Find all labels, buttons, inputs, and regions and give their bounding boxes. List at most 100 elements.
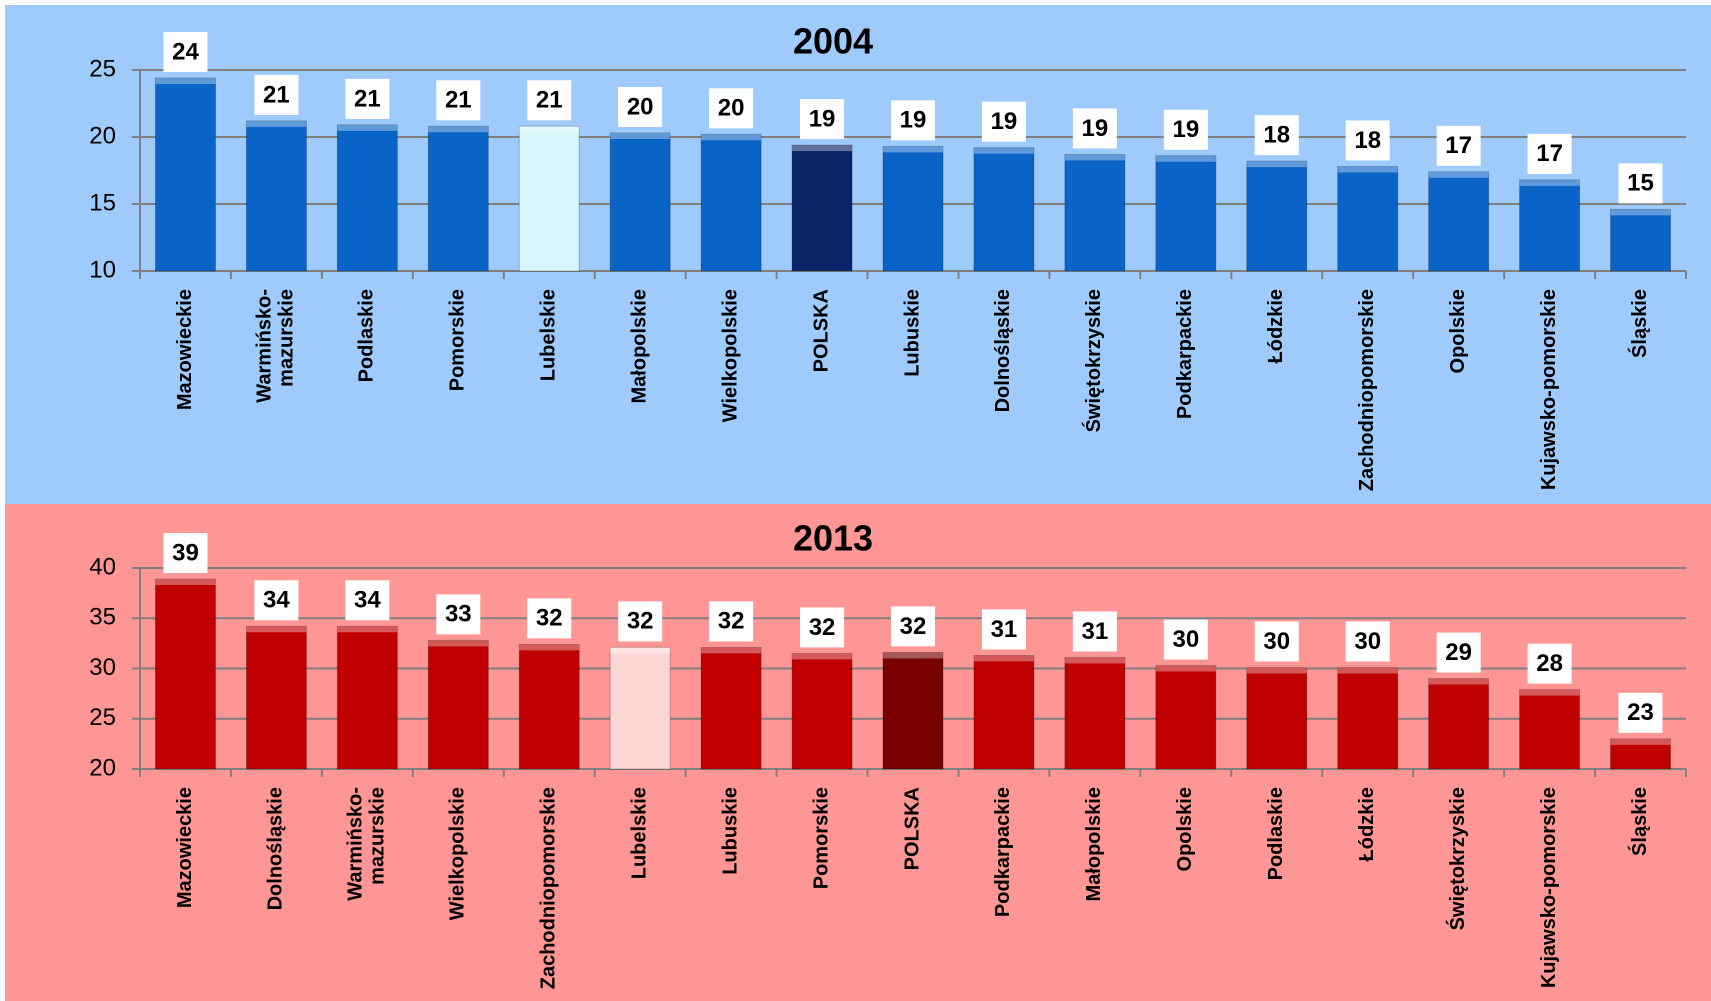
y-tick-label: 25 <box>89 704 116 731</box>
value-label-box <box>1618 692 1663 733</box>
value-label-box <box>436 594 481 635</box>
x-tick-label-group: Wielkopolskie <box>447 787 469 920</box>
value-label-box <box>981 609 1026 650</box>
value-label: 17 <box>1445 132 1472 159</box>
bar-highlight <box>1246 667 1307 674</box>
x-tick-label: Małopolskie <box>628 289 650 403</box>
x-tick-label-group: POLSKA <box>901 787 923 870</box>
value-label: 19 <box>1082 115 1109 142</box>
value-label: 39 <box>172 539 199 566</box>
x-tick-label-group: Łódzkie <box>1356 787 1378 861</box>
x-tick-label: Opolskie <box>1174 787 1196 871</box>
value-label-box <box>1436 632 1481 673</box>
bar <box>1519 689 1581 770</box>
x-tick-label-group: Podlaskie <box>356 289 378 382</box>
value-label-box <box>1254 115 1299 156</box>
x-tick-label: Świętokrzyskie <box>1081 289 1105 432</box>
value-label-box <box>1527 643 1572 684</box>
x-tick-label-group: Podlaskie <box>1265 787 1287 880</box>
bar-highlight <box>1519 689 1580 696</box>
value-label: 28 <box>1536 650 1563 677</box>
value-label: 20 <box>718 95 745 122</box>
bar-highlight <box>1610 738 1671 745</box>
bar <box>882 145 944 272</box>
y-tick-label: 35 <box>89 604 116 631</box>
x-tick-label: Łódzkie <box>1356 787 1378 861</box>
value-label-box <box>527 598 572 639</box>
value-label-box <box>709 88 754 129</box>
bar-highlight <box>337 124 398 131</box>
x-tick-label: Wielkopolskie <box>719 289 741 422</box>
x-tick-label-group: Podkarpackie <box>1174 289 1196 419</box>
value-label-box <box>254 74 299 115</box>
x-tick-label-group: Lubuskie <box>901 289 923 377</box>
value-label: 34 <box>354 587 381 614</box>
value-label-box <box>163 32 208 73</box>
bar-highlight <box>973 147 1034 154</box>
x-tick-label-group: Lubelskie <box>538 289 560 381</box>
bar-highlight <box>246 120 307 127</box>
value-label-box <box>891 100 935 141</box>
value-label-box <box>1163 109 1208 150</box>
bar <box>1155 664 1217 770</box>
x-tick-label-group: Mazowieckie <box>174 787 196 908</box>
value-label-box <box>1345 120 1390 161</box>
x-tick-label: Śląskie <box>1627 289 1651 358</box>
value-label-box <box>1527 133 1572 174</box>
value-label: 32 <box>627 608 654 635</box>
value-label: 23 <box>1627 699 1654 726</box>
value-label: 20 <box>627 93 654 120</box>
x-tick-label-group: Pomorskie <box>447 289 469 391</box>
x-tick-label: Śląskie <box>1627 787 1651 856</box>
bar <box>427 125 489 272</box>
bar <box>1246 666 1308 770</box>
bar <box>1519 179 1581 272</box>
x-tick-label-group: POLSKA <box>810 289 832 372</box>
x-tick-label: Lubelskie <box>628 787 650 879</box>
value-label: 15 <box>1627 170 1654 197</box>
x-tick-label: Dolnośląskie <box>265 787 287 910</box>
x-tick-label: Zachodniopomorskie <box>538 787 560 989</box>
bar-highlight <box>155 78 216 85</box>
bar <box>973 654 1035 770</box>
value-label-box <box>345 78 390 119</box>
value-label: 21 <box>263 81 290 108</box>
bar-highlight <box>610 647 671 654</box>
x-tick-label-group: Lubelskie <box>628 787 650 879</box>
x-tick-label-group: Podkarpackie <box>992 787 1014 917</box>
bar <box>245 625 307 770</box>
bar-highlight <box>1610 209 1671 216</box>
value-label-box <box>345 580 390 621</box>
bar-highlight <box>701 134 762 141</box>
value-label-box <box>1436 125 1481 166</box>
value-label-box <box>1254 621 1299 662</box>
y-tick-label: 10 <box>89 256 116 283</box>
bar-highlight <box>1064 657 1125 664</box>
bar <box>700 133 762 272</box>
x-tick-label-group: Świętokrzyskie <box>1445 787 1469 930</box>
value-label-box <box>1618 163 1663 204</box>
value-label-box <box>800 99 845 140</box>
value-label: 30 <box>1172 626 1199 653</box>
bar <box>518 125 580 272</box>
bar-highlight <box>883 146 943 153</box>
y-tick-label: 30 <box>89 654 116 681</box>
x-tick-label: Mazowieckie <box>174 289 196 410</box>
bar <box>336 625 398 770</box>
bar-highlight <box>428 126 489 133</box>
bar <box>1610 208 1672 272</box>
x-tick-label-group: Lubuskie <box>719 787 741 875</box>
bar-highlight <box>1246 161 1307 168</box>
value-label-box <box>800 607 845 648</box>
bar-highlight <box>428 640 489 647</box>
bar <box>882 651 944 770</box>
bar <box>1428 678 1490 770</box>
x-tick-label-group: Dolnośląskie <box>265 787 287 910</box>
bar-highlight <box>1428 171 1489 178</box>
value-label-box <box>1163 619 1208 660</box>
x-tick-label-group: Wielkopolskie <box>719 289 741 422</box>
bar-highlight <box>1337 667 1398 674</box>
x-tick-label: Wielkopolskie <box>447 787 469 920</box>
y-tick-label: 25 <box>89 55 116 82</box>
value-label-box <box>254 580 299 621</box>
